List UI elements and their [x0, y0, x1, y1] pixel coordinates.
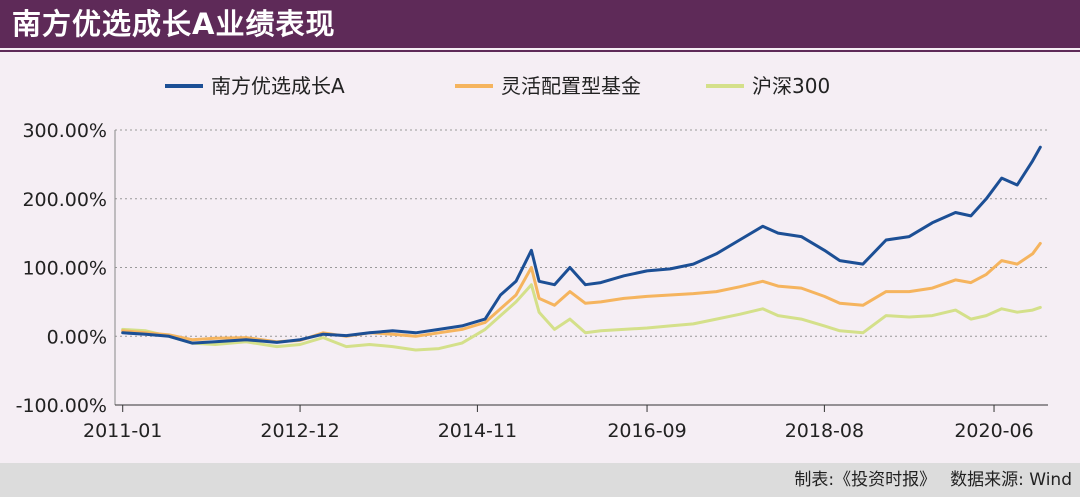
- chart-series: [121, 145, 1042, 352]
- y-tick-label: 300.00%: [22, 120, 107, 142]
- x-tick-label: 2020-06: [954, 420, 1033, 442]
- x-tick-label: 2011-01: [83, 420, 162, 442]
- chart-header: 南方优选成长A业绩表现: [0, 0, 1080, 48]
- x-tick-label: 2012-12: [260, 420, 339, 442]
- source-label: 数据来源: Wind: [950, 470, 1072, 490]
- y-tick-label: 100.00%: [22, 258, 107, 280]
- x-tick-label: 2014-11: [438, 420, 517, 442]
- line-chart: 南方优选成长A 灵活配置型基金 沪深300 300.00% 200.00% 100.00…: [16, 74, 1048, 442]
- x-tick-label: 2016-09: [607, 420, 686, 442]
- made-by-label: 制表:《投资时报》: [794, 470, 937, 490]
- y-tick-label: 0.00%: [47, 326, 107, 348]
- series-line-1: [121, 241, 1042, 344]
- footer-text: 制表:《投资时报》 数据来源: Wind: [794, 469, 1072, 491]
- series-line-2: [121, 283, 1042, 352]
- x-tick-label: 2018-08: [785, 420, 864, 442]
- series-line-0: [121, 145, 1042, 345]
- y-axis: 300.00% 200.00% 100.00% 0.00% -100.00%: [16, 120, 116, 417]
- page-title: 南方优选成长A业绩表现: [12, 7, 336, 41]
- legend-label-0: 南方优选成长A: [211, 74, 345, 98]
- chart-grid: [115, 129, 1048, 406]
- y-tick-label: -100.00%: [16, 395, 107, 417]
- chart-legend: 南方优选成长A 灵活配置型基金 沪深300: [165, 74, 830, 98]
- chart-footer: 制表:《投资时报》 数据来源: Wind: [0, 463, 1080, 497]
- legend-label-1: 灵活配置型基金: [501, 74, 641, 98]
- header-divider: [0, 50, 1080, 52]
- x-axis: 2011-01 2012-12 2014-11 2016-09 2018-08 2020-…: [83, 404, 1048, 442]
- legend-label-2: 沪深300: [752, 74, 830, 98]
- y-tick-label: 200.00%: [22, 189, 107, 211]
